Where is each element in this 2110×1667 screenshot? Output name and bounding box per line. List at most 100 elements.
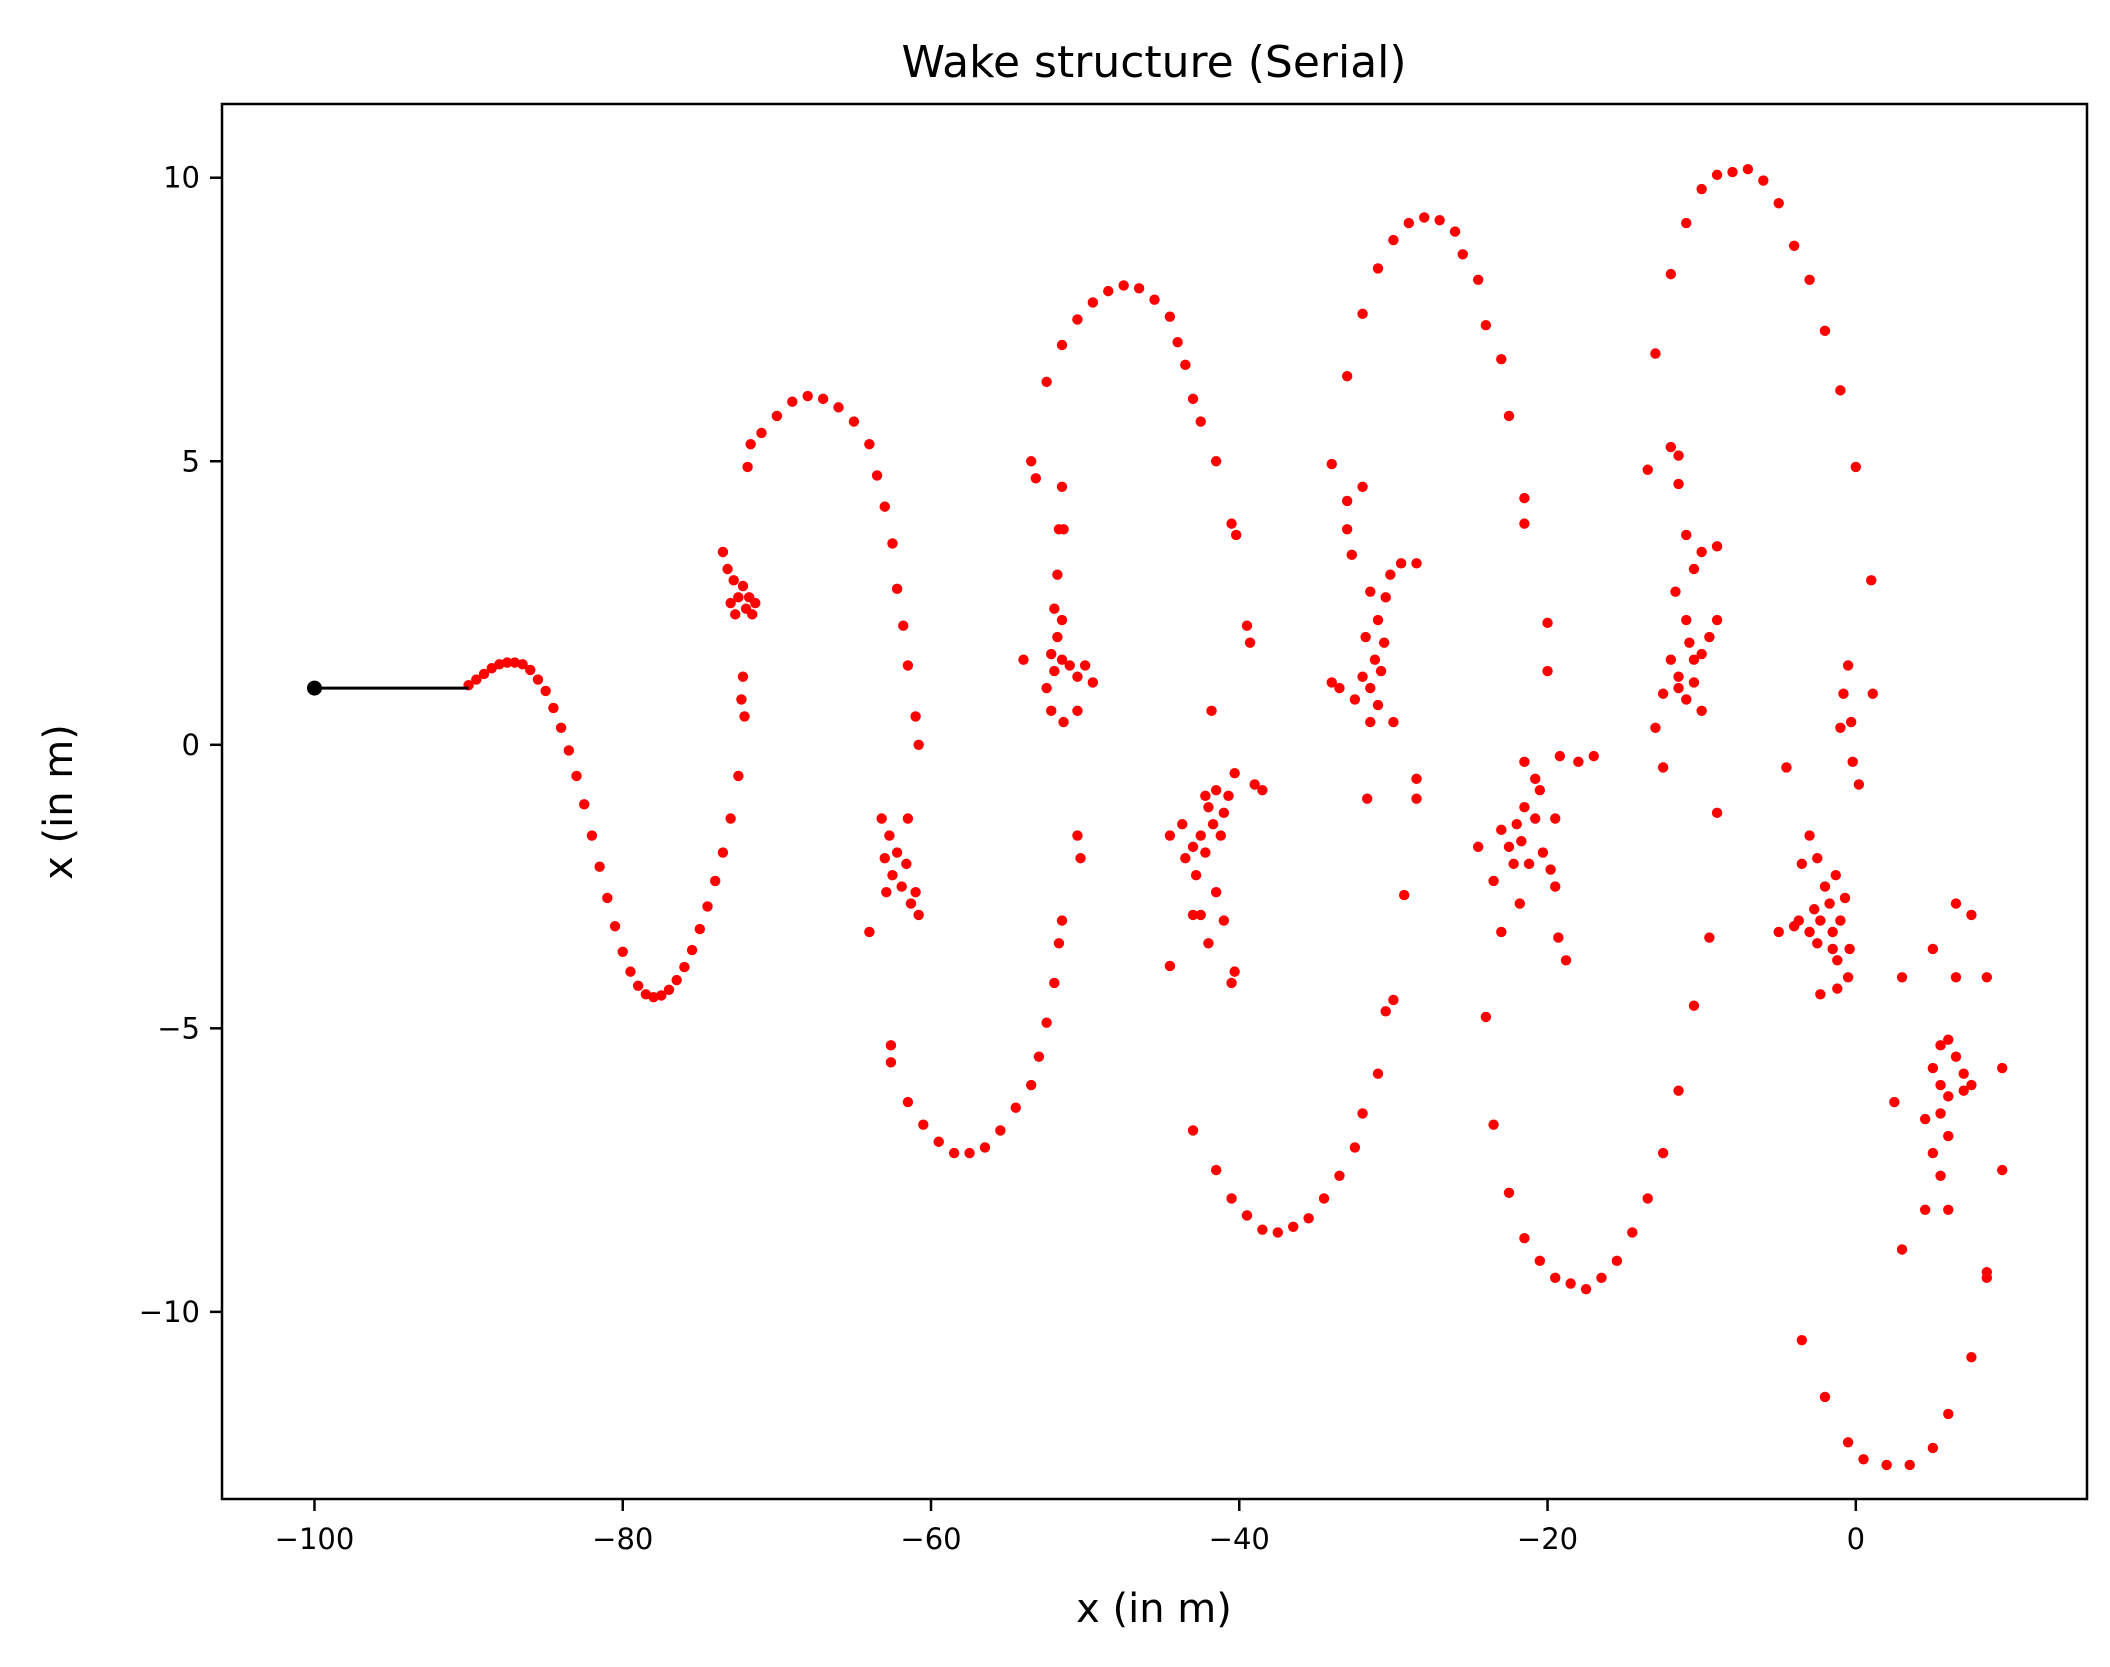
wake-point [1711,807,1723,819]
wake-point [881,887,892,898]
wake-point [1950,898,1962,909]
wake-point [1411,558,1422,569]
wake-point [1341,370,1353,382]
wake-point [1207,818,1219,830]
wake-point [1516,835,1527,847]
wake-point [1950,972,1962,983]
wake-point [1943,1034,1954,1045]
wake-point [1056,654,1068,665]
y-axis-ticks: −10 −5 0 5 10 [139,161,222,1329]
wake-point [1832,955,1843,966]
wake-point [1681,529,1692,541]
wake-point [1966,1352,1977,1363]
wake-point [594,861,605,872]
wake-point [1215,830,1226,841]
wake-point [1681,614,1692,626]
wake-point [1812,938,1823,949]
wake-point [1796,1335,1808,1346]
wake-point [1958,1085,1969,1096]
wake-point [1357,1108,1368,1119]
wake-point [1796,858,1808,870]
wake-point [1534,1255,1546,1267]
wake-point [1087,297,1099,308]
wake-point [891,583,903,595]
wake-point [736,694,747,705]
wake-point [1711,614,1723,626]
wake-point [995,1125,1006,1136]
wake-point [1118,280,1129,291]
wake-point [679,961,690,973]
wake-point [1819,881,1831,892]
wake-point [1935,1040,1946,1051]
wake-point [1395,558,1407,569]
wake-point [1058,524,1069,535]
wake-point [1835,722,1846,733]
wake-point [1519,756,1530,768]
wake-point [579,799,590,810]
wake-point [1966,909,1977,921]
wake-point [694,923,706,935]
wake-point [1164,960,1176,972]
wake-point [586,830,598,841]
wake-point [1824,898,1835,909]
wake-point [1378,637,1390,648]
wake-point [1788,240,1800,251]
wake-point [1835,385,1846,396]
wake-point [771,410,783,422]
y-tick-label: 0 [182,728,200,762]
wake-point [1519,518,1530,529]
wake-point [1530,813,1541,824]
wake-point [739,711,750,722]
wake-point [876,813,887,824]
wake-point [1704,631,1715,643]
wake-point [1195,830,1206,841]
wake-point [1997,1062,2008,1074]
wake-point [1241,620,1253,631]
wake-point [1226,977,1237,989]
wake-point [1919,1204,1931,1215]
wake-point [1033,1051,1045,1062]
wake-point [1657,1147,1669,1159]
wake-point [1496,824,1507,836]
wake-point [1187,393,1199,405]
wake-point [1943,1204,1954,1215]
wake-point [1303,1213,1314,1224]
wake-point [1056,915,1068,926]
wake-point [1472,841,1484,853]
wake-point [1688,563,1700,575]
wake-point [879,853,890,864]
wake-point [1867,688,1878,699]
wake-point [1842,1437,1854,1448]
wake-point [1334,682,1345,694]
wake-point [1815,915,1826,926]
wake-point [1981,972,1993,983]
plot-marks [306,164,2008,1471]
y-tick-label: −5 [157,1011,200,1045]
wake-point [1950,1051,1962,1062]
wake-point [1830,870,1841,881]
wake-point [910,887,921,898]
wake-point [1642,1193,1653,1204]
wake-point [1480,319,1492,331]
wake-point [555,722,567,733]
wake-point [1223,790,1234,802]
wake-point [1503,841,1515,853]
wake-point [1819,325,1831,337]
wake-point [1819,1391,1831,1403]
wake-point [1642,464,1653,475]
wake-point [1519,801,1530,813]
wake-point [1365,586,1376,597]
wake-point [1554,750,1566,762]
wake-point [1550,813,1561,824]
wake-point [1842,660,1854,671]
wake-point [722,563,733,575]
wake-point [1244,637,1256,648]
wake-point [471,674,482,685]
wake-point [1200,790,1211,802]
wake-point [1488,1119,1499,1130]
wake-point [1935,1108,1946,1119]
wake-point [1804,830,1815,841]
wake-point [884,830,895,841]
wake-point [964,1147,975,1159]
wake-point [1866,575,1877,586]
